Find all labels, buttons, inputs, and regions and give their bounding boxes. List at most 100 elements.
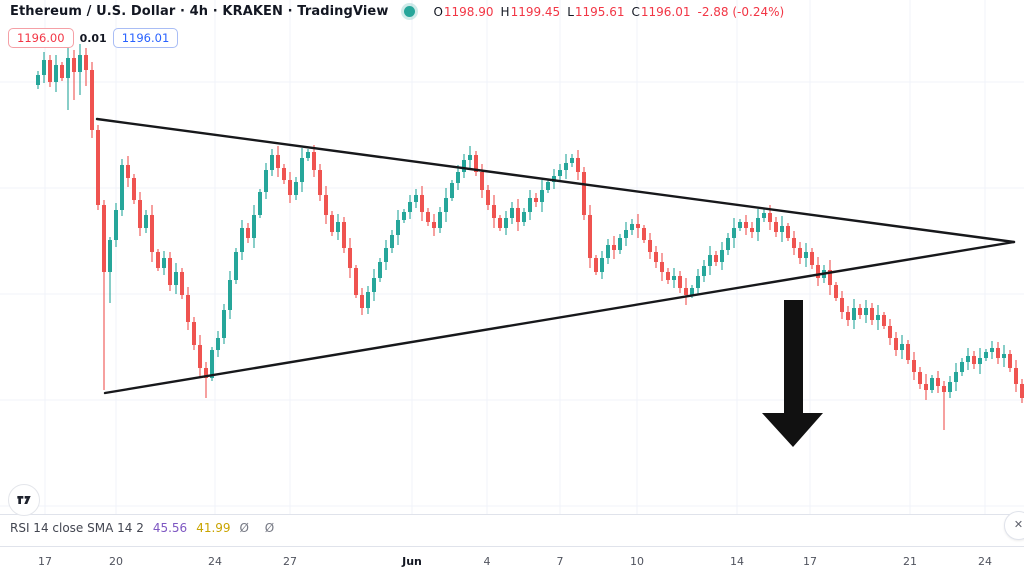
candle-body (522, 212, 526, 222)
candle-body (342, 222, 346, 248)
high-value: 1199.45 (510, 4, 561, 19)
candle-body (1014, 368, 1018, 384)
rsi-sma-value: 41.99 (196, 521, 231, 535)
candle-body (162, 258, 166, 268)
high-label: H (500, 4, 510, 19)
time-axis-label: 17 (38, 555, 52, 568)
candle-body (792, 238, 796, 248)
pane-close-button[interactable]: ✕ (1004, 511, 1024, 540)
candle-body (984, 352, 988, 358)
close-label: C (631, 4, 640, 19)
rsi-value: 45.56 (152, 521, 188, 535)
candle-body (414, 195, 418, 202)
candle-body (438, 212, 442, 228)
symbol-title[interactable]: Ethereum / U.S. Dollar · 4h · KRAKEN · T… (10, 4, 389, 19)
candle-body (612, 245, 616, 250)
candle-body (852, 308, 856, 320)
candle-body (60, 65, 64, 78)
candle-body (258, 192, 262, 215)
time-axis-label: 4 (483, 555, 491, 568)
candle-body (936, 378, 940, 386)
candle-body (624, 230, 628, 238)
candle-body (300, 158, 304, 182)
candle-body (336, 222, 340, 232)
candle-body (1020, 384, 1024, 398)
candle-body (210, 350, 214, 378)
time-axis[interactable]: 17 20 24 27 Jun 4 7 10 14 17 21 24 (0, 547, 1024, 576)
candle-body (216, 338, 220, 350)
candle-body (708, 255, 712, 266)
candle-body (780, 226, 784, 232)
time-axis-label: 17 (803, 555, 817, 568)
candle-body (348, 248, 352, 268)
time-axis-label: 24 (208, 555, 222, 568)
candle-body (288, 180, 292, 195)
candle-body (168, 258, 172, 285)
candle-body (78, 55, 82, 72)
candle-body (942, 386, 946, 392)
candle-body (150, 215, 154, 252)
tradingview-logo[interactable] (8, 484, 40, 516)
candle-body (276, 155, 280, 168)
candle-body (912, 360, 916, 372)
candle-body (636, 224, 640, 228)
price-tags: 1196.00 0.01 1196.01 (8, 28, 179, 48)
pane-divider[interactable] (0, 514, 1024, 515)
candle-body (882, 315, 886, 326)
candle-body (246, 228, 250, 238)
candle-body (774, 222, 778, 232)
candle-body (366, 292, 370, 308)
candle-body (270, 155, 274, 170)
candle-body (804, 252, 808, 258)
candle-body (360, 295, 364, 308)
candle-body (516, 208, 520, 222)
spread-value: 0.01 (79, 31, 107, 45)
candle-body (474, 155, 478, 172)
candle-body (714, 255, 718, 262)
candle-body (108, 240, 112, 272)
candle-body (840, 298, 844, 312)
candle-body (756, 218, 760, 232)
candle-body (864, 308, 868, 315)
candle-body (720, 250, 724, 262)
candle-body (264, 170, 268, 192)
candle-body (906, 344, 910, 360)
candle-body (174, 272, 178, 285)
candle-body (570, 158, 574, 163)
candle-body (48, 60, 52, 82)
candle-body (222, 310, 226, 338)
candle-body (654, 252, 658, 262)
candle-body (996, 348, 1000, 358)
candle-body (156, 252, 160, 268)
candle-body (546, 182, 550, 190)
candle-body (198, 345, 202, 368)
trendline-upper[interactable] (95, 117, 1016, 244)
candle-body (486, 190, 490, 205)
low-label: L (567, 4, 574, 19)
candle-body (630, 224, 634, 230)
change-value: -2.88 (-0.24%) (697, 4, 785, 19)
candle-body (180, 272, 184, 295)
candle-body (672, 276, 676, 280)
trendline-lower[interactable] (103, 240, 1016, 395)
candle-body (786, 226, 790, 238)
candle-body (66, 58, 70, 78)
candle-body (528, 198, 532, 212)
candle-body (72, 58, 76, 72)
candle-body (732, 228, 736, 238)
candle-body (816, 265, 820, 278)
candle-body (678, 276, 682, 288)
rsi-indicator-title[interactable]: RSI 14 close SMA 14 2 (10, 521, 144, 535)
candle-body (102, 205, 106, 272)
candle-body (192, 322, 196, 345)
candle-body (738, 222, 742, 228)
candle-body (384, 248, 388, 262)
candle-body (618, 238, 622, 250)
candle-body (306, 152, 310, 158)
candle-body (90, 70, 94, 130)
candle-body (324, 195, 328, 215)
candle-body (228, 280, 232, 310)
candle-body (948, 382, 952, 392)
breakdown-arrow[interactable] (762, 300, 823, 447)
